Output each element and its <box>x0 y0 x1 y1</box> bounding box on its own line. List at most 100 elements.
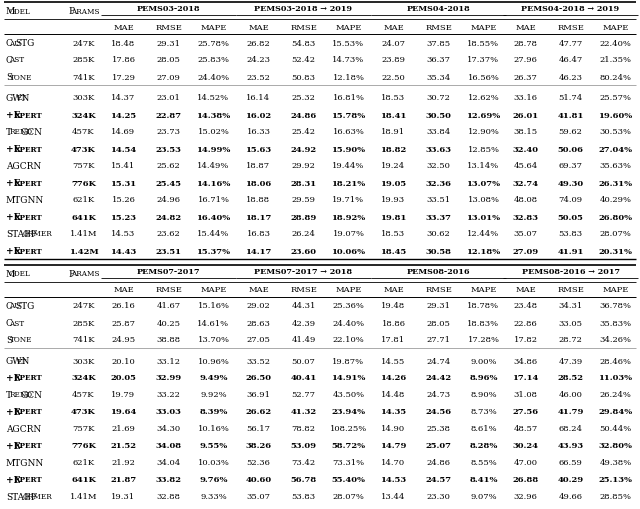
Text: 23.60: 23.60 <box>291 247 317 255</box>
Text: 27.09: 27.09 <box>157 73 180 81</box>
Text: 1.42M: 1.42M <box>68 247 99 255</box>
Text: +E: +E <box>6 179 20 188</box>
Text: 26.16: 26.16 <box>111 302 136 310</box>
Text: 22.87: 22.87 <box>156 111 182 119</box>
Text: 13.08%: 13.08% <box>467 196 499 204</box>
Text: 18.53: 18.53 <box>381 230 406 238</box>
Text: 38.15: 38.15 <box>513 128 538 136</box>
Text: 9.33%: 9.33% <box>200 493 227 500</box>
Text: 23.53: 23.53 <box>156 145 181 153</box>
Text: 28.05: 28.05 <box>427 319 451 327</box>
Text: 24.86: 24.86 <box>426 459 451 467</box>
Text: 42.39: 42.39 <box>291 319 316 327</box>
Text: MTGNN: MTGNN <box>6 195 44 205</box>
Text: RMSE: RMSE <box>425 23 452 32</box>
Text: 34.08: 34.08 <box>156 442 182 449</box>
Text: 32.83: 32.83 <box>513 213 538 221</box>
Text: 22.10%: 22.10% <box>333 336 364 344</box>
Text: 14.38%: 14.38% <box>196 111 230 119</box>
Text: 33.82: 33.82 <box>156 475 182 484</box>
Text: 27.04%: 27.04% <box>598 145 632 153</box>
Text: XPERT: XPERT <box>15 111 43 119</box>
Text: 35.07: 35.07 <box>513 230 538 238</box>
Text: 31.08: 31.08 <box>513 391 538 399</box>
Text: XPERT: XPERT <box>15 408 43 416</box>
Text: 40.41: 40.41 <box>291 374 317 382</box>
Text: 25.83%: 25.83% <box>198 56 230 64</box>
Text: 28.46%: 28.46% <box>600 357 632 365</box>
Text: 9.55%: 9.55% <box>200 442 228 449</box>
Text: 14.49%: 14.49% <box>197 162 230 170</box>
Text: 28.78: 28.78 <box>513 39 538 47</box>
Text: 12.69%: 12.69% <box>467 111 500 119</box>
Text: 15.16%: 15.16% <box>198 302 230 310</box>
Text: 8.73%: 8.73% <box>470 408 497 416</box>
Text: 28.89: 28.89 <box>291 213 317 221</box>
Text: PEMS04-2018: PEMS04-2018 <box>406 5 470 13</box>
Text: 26.24: 26.24 <box>292 230 316 238</box>
Text: ET: ET <box>16 94 26 102</box>
Text: 68.24: 68.24 <box>559 425 582 433</box>
Text: C: C <box>6 318 13 327</box>
Text: 19.44%: 19.44% <box>332 162 365 170</box>
Text: 34.31: 34.31 <box>558 302 582 310</box>
Text: 18.55%: 18.55% <box>467 39 500 47</box>
Text: MAE: MAE <box>383 23 404 32</box>
Text: STAEF: STAEF <box>6 230 37 239</box>
Text: 32.80%: 32.80% <box>598 442 632 449</box>
Text: 25.78%: 25.78% <box>198 39 230 47</box>
Text: 69.37: 69.37 <box>559 162 582 170</box>
Text: 8.28%: 8.28% <box>469 442 498 449</box>
Text: 40.25: 40.25 <box>157 319 180 327</box>
Text: 14.91%: 14.91% <box>332 374 365 382</box>
Text: +E: +E <box>6 407 20 416</box>
Text: 78.82: 78.82 <box>291 425 316 433</box>
Text: 80.24%: 80.24% <box>600 73 632 81</box>
Text: 18.78%: 18.78% <box>467 302 500 310</box>
Text: XPERT: XPERT <box>15 179 43 187</box>
Text: T: T <box>6 390 12 399</box>
Text: MAPE: MAPE <box>602 286 628 294</box>
Text: 14.48: 14.48 <box>381 391 406 399</box>
Text: 32.88: 32.88 <box>157 493 180 500</box>
Text: 9.49%: 9.49% <box>199 374 228 382</box>
Text: ODEL: ODEL <box>8 270 30 278</box>
Text: 14.61%: 14.61% <box>197 319 230 327</box>
Text: 324K: 324K <box>71 374 96 382</box>
Text: 51.74: 51.74 <box>558 94 582 102</box>
Text: 46.47: 46.47 <box>558 56 582 64</box>
Text: 21.52: 21.52 <box>111 442 136 449</box>
Text: PEMS07-2017 → 2018: PEMS07-2017 → 2018 <box>255 267 353 275</box>
Text: 48.57: 48.57 <box>513 425 538 433</box>
Text: XPERT: XPERT <box>15 213 43 221</box>
Text: 21.87: 21.87 <box>110 475 136 484</box>
Text: 34.26%: 34.26% <box>600 336 632 344</box>
Text: 16.14: 16.14 <box>246 94 271 102</box>
Text: 74.09: 74.09 <box>559 196 582 204</box>
Text: 23.51: 23.51 <box>156 247 182 255</box>
Text: 18.48: 18.48 <box>111 39 136 47</box>
Text: 46.23: 46.23 <box>559 73 582 81</box>
Text: 16.63%: 16.63% <box>333 128 364 136</box>
Text: REND: REND <box>10 391 33 399</box>
Text: ODEL: ODEL <box>8 8 30 15</box>
Text: 8.90%: 8.90% <box>470 391 497 399</box>
Text: 18.21%: 18.21% <box>332 179 365 187</box>
Text: 9.00%: 9.00% <box>470 357 497 365</box>
Text: 27.96: 27.96 <box>513 56 538 64</box>
Text: 41.91: 41.91 <box>557 247 584 255</box>
Text: AU: AU <box>10 302 20 310</box>
Text: ORMER: ORMER <box>23 230 52 238</box>
Text: MAPE: MAPE <box>602 23 628 32</box>
Text: 25.42: 25.42 <box>291 128 316 136</box>
Text: 26.01: 26.01 <box>513 111 539 119</box>
Text: +E: +E <box>6 475 20 484</box>
Text: C: C <box>6 301 13 310</box>
Text: AGCRN: AGCRN <box>6 424 41 433</box>
Text: 30.58: 30.58 <box>426 247 451 255</box>
Text: 37.85: 37.85 <box>426 39 451 47</box>
Text: 40.29: 40.29 <box>557 475 584 484</box>
Text: XPERT: XPERT <box>15 374 43 382</box>
Text: 247K: 247K <box>72 39 95 47</box>
Text: 23.89: 23.89 <box>381 56 406 64</box>
